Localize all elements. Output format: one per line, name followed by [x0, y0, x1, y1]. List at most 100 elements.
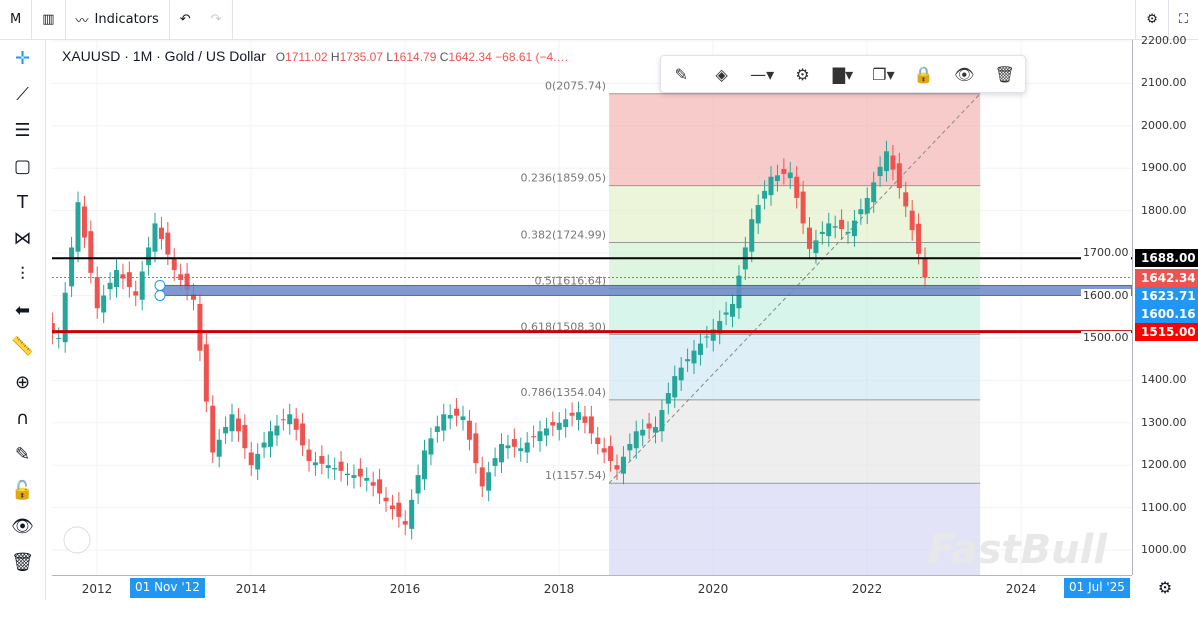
candle: [216, 439, 222, 457]
fib-band: [609, 483, 981, 575]
candle: [165, 232, 171, 255]
interval-button[interactable]: M: [0, 0, 33, 40]
price-chart[interactable]: 0(2075.74) 0.236(1859.05) 0.382(1724.99) 0.…: [52, 40, 1132, 575]
eye-icon[interactable]: 👁: [954, 64, 975, 84]
candle: [184, 273, 190, 290]
candle: [845, 231, 851, 234]
candle: [672, 376, 678, 398]
axis-settings-button[interactable]: ⚙: [1157, 578, 1173, 597]
candle: [883, 151, 889, 172]
trash-icon[interactable]: 🗑: [11, 551, 34, 573]
candle: [126, 272, 132, 288]
trendline-tool[interactable]: ⟋: [16, 83, 29, 105]
candle: [922, 258, 928, 278]
price-axis[interactable]: 1688.00 1642.34 1623.71 1600.16 1515.00 2200.…: [1081, 34, 1198, 575]
candle: [569, 412, 575, 416]
candle: [56, 337, 62, 339]
fill-icon[interactable]: ◈: [715, 64, 728, 84]
indicators-label: Indicators: [94, 12, 159, 27]
lock-icon[interactable]: 🔓: [11, 479, 34, 501]
line-style-icon[interactable]: —▾: [750, 64, 775, 84]
chart-type-button[interactable]: ▥: [32, 0, 66, 40]
text-tool[interactable]: T: [17, 191, 28, 213]
top-toolbar: M ▥ 〰 Indicators ↶ ↷ ⚙ ⛶: [0, 0, 1198, 40]
price-tick: 2200.00: [1141, 34, 1187, 47]
undo-button[interactable]: ↶: [179, 12, 191, 27]
fib-level-label: 0.236(1859.05): [520, 172, 606, 185]
back-arrow-icon[interactable]: ⬅: [14, 299, 31, 321]
candle: [543, 428, 549, 436]
lock-icon[interactable]: 🔒: [913, 64, 934, 84]
high-value: 1735.07: [339, 50, 383, 64]
candle: [633, 431, 639, 449]
time-axis[interactable]: 2012 2014 2016 2018 2020 2022 2024 01 Nov '12 01…: [52, 575, 1132, 600]
candle: [800, 191, 806, 224]
candle: [704, 336, 710, 338]
candle: [871, 182, 877, 203]
pattern-tool[interactable]: ⋈: [13, 227, 32, 249]
rectangle-tool[interactable]: ▢: [13, 155, 31, 177]
candle: [344, 473, 350, 476]
candle: [158, 227, 164, 239]
candle: [319, 456, 325, 464]
fullscreen-button[interactable]: ⛶: [1169, 0, 1198, 40]
ruler-icon[interactable]: 📏: [11, 335, 34, 357]
pencil-icon[interactable]: ✎: [674, 64, 688, 84]
magnet-icon[interactable]: ∩: [15, 407, 30, 429]
candle: [877, 166, 883, 177]
candle: [133, 291, 139, 296]
candle: [723, 312, 729, 315]
candle: [601, 448, 607, 453]
lock-pencil-icon[interactable]: ✎: [14, 443, 31, 465]
redo-button[interactable]: ↷: [201, 0, 233, 40]
candle: [332, 468, 338, 470]
candle: [903, 192, 909, 207]
candle: [171, 258, 177, 271]
open-value: 1711.02: [285, 50, 328, 64]
price-label: 1642.34: [1135, 268, 1198, 287]
candle: [832, 226, 838, 228]
candle: [858, 209, 864, 215]
zoom-in-icon[interactable]: ⊕: [14, 371, 31, 393]
eye-icon[interactable]: 👁: [11, 515, 34, 537]
candle: [787, 172, 793, 179]
time-tick: 2014: [235, 582, 267, 596]
candle: [69, 247, 75, 287]
candle: [120, 274, 126, 279]
indicators-button[interactable]: 〰 Indicators: [66, 0, 170, 40]
candle: [819, 231, 825, 235]
candle: [261, 442, 267, 448]
fib-band: [609, 93, 981, 186]
candle: [498, 443, 504, 463]
settings-button[interactable]: ⚙: [1135, 0, 1169, 40]
candle: [826, 223, 832, 237]
indicators-icon: 〰: [75, 14, 89, 29]
low-value: 1614.79: [393, 50, 437, 64]
candle: [665, 393, 671, 404]
candle: [280, 419, 286, 421]
trash-icon[interactable]: 🗑: [994, 64, 1015, 84]
crosshair-tool[interactable]: ✛: [14, 47, 31, 69]
candle: [62, 292, 68, 343]
candle: [627, 443, 633, 451]
candle: [755, 205, 761, 224]
time-tick: 2016: [389, 582, 421, 596]
candle: [659, 410, 665, 432]
rect-handle: [154, 279, 166, 291]
template-icon[interactable]: ▇▾: [832, 64, 854, 84]
price-label: 1688.00: [1135, 249, 1198, 268]
candle: [101, 295, 107, 313]
prediction-tool[interactable]: ⫶: [20, 263, 25, 285]
candle: [813, 240, 819, 254]
candle: [710, 329, 716, 341]
clone-icon[interactable]: ❐▾: [872, 64, 895, 84]
price-tick: 1300.00: [1141, 415, 1187, 429]
candle: [749, 219, 755, 252]
gear-icon[interactable]: ⚙: [795, 64, 810, 84]
candle: [197, 304, 203, 351]
candle: [357, 468, 363, 477]
candle: [729, 304, 735, 317]
fib-tool[interactable]: ☰: [14, 119, 31, 141]
candle: [152, 223, 158, 252]
candle: [582, 416, 588, 423]
